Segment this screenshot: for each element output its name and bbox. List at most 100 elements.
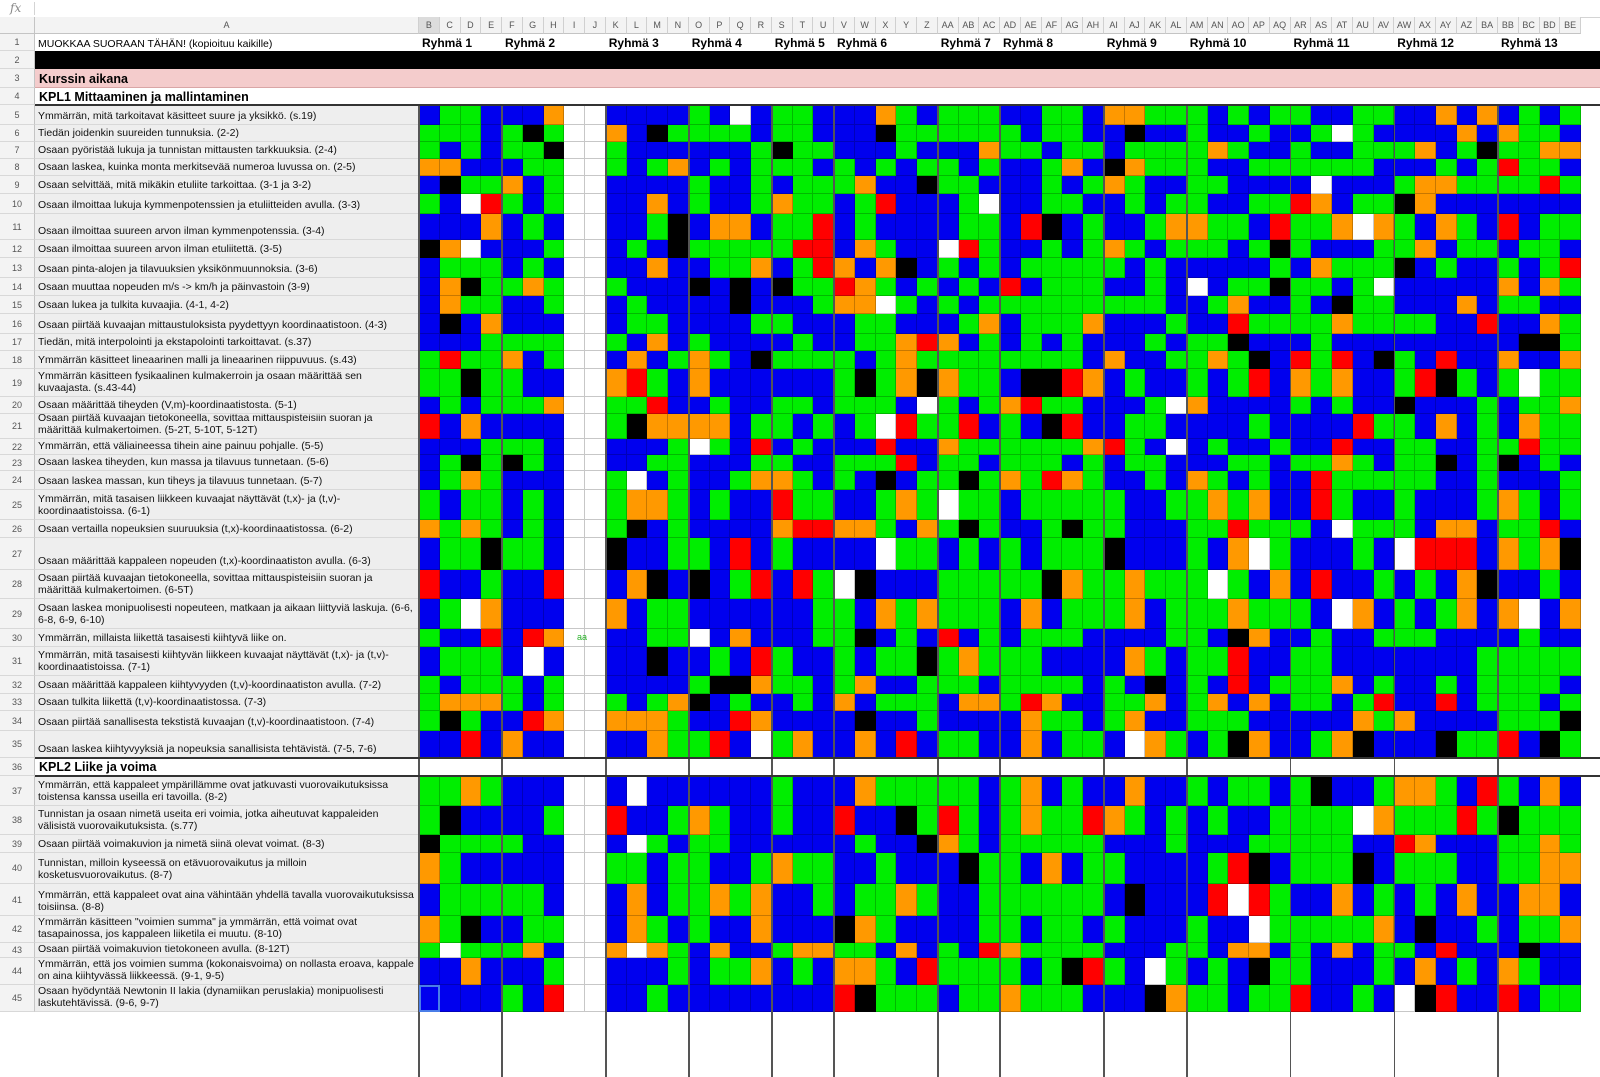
rating-cell[interactable] [1477,369,1498,397]
rating-cell[interactable] [751,958,772,985]
rating-cell[interactable] [792,278,814,296]
rating-cell[interactable] [751,570,772,599]
rating-cell[interactable] [688,694,710,711]
rating-cell[interactable] [647,676,668,694]
rating-cell[interactable] [1041,142,1063,159]
rating-cell[interactable] [1560,538,1581,570]
rating-cell[interactable] [1020,439,1042,455]
rating-cell[interactable] [751,240,772,258]
rating-cell[interactable] [1166,490,1187,520]
rating-cell[interactable] [439,676,461,694]
rating-cell[interactable] [709,397,731,414]
row-header-33[interactable]: 33 [0,694,35,711]
rating-cell[interactable] [668,471,689,490]
rating-cell[interactable] [1103,455,1125,471]
rating-cell[interactable] [1498,538,1519,570]
rating-cell[interactable] [605,943,627,958]
criterion-cell[interactable]: Osaan piirtää kuvaajan tietokoneella, so… [35,414,419,439]
rating-cell[interactable] [958,159,980,176]
rating-cell[interactable] [1249,314,1270,334]
rating-cell[interactable] [1415,711,1436,731]
rating-cell[interactable] [1394,570,1415,599]
rating-cell[interactable] [1186,943,1208,958]
rating-cell[interactable] [502,176,523,194]
rating-cell[interactable] [1456,711,1478,731]
rating-cell[interactable] [937,806,959,835]
rating-cell[interactable] [647,414,668,439]
rating-cell[interactable] [1228,194,1249,214]
rating-cell[interactable] [937,334,959,351]
rating-cell[interactable] [813,142,834,159]
rating-cell[interactable] [1083,397,1104,414]
rating-cell[interactable] [439,351,461,369]
rating-cell[interactable] [771,776,793,806]
rating-cell[interactable] [1041,258,1063,278]
rating-cell[interactable] [522,711,544,731]
rating-cell[interactable] [481,125,502,142]
rating-cell[interactable] [792,314,814,334]
rating-cell[interactable] [1518,835,1540,853]
rating-cell[interactable] [834,884,855,916]
rating-cell[interactable] [1415,471,1436,490]
rating-cell[interactable] [647,916,668,943]
rating-cell[interactable] [958,397,980,414]
rating-cell[interactable] [1249,439,1270,455]
rating-cell[interactable] [647,520,668,538]
rating-cell[interactable] [1290,985,1312,1012]
rating-cell[interactable] [688,853,710,884]
rating-cell[interactable] [730,176,751,194]
rating-cell[interactable] [647,125,668,142]
rating-cell[interactable] [1062,439,1083,455]
rating-cell[interactable] [543,570,565,599]
rating-cell[interactable] [937,835,959,853]
rating-cell[interactable] [854,538,876,570]
rating-cell[interactable] [813,296,834,314]
rating-cell[interactable] [419,351,440,369]
rating-cell[interactable] [751,647,772,676]
rating-cell[interactable] [1498,369,1519,397]
rating-cell[interactable] [917,958,938,985]
rating-cell[interactable] [585,258,606,278]
rating-cell[interactable] [1332,369,1353,397]
rating-cell[interactable] [1290,806,1312,835]
rating-cell[interactable] [1207,142,1229,159]
rating-cell[interactable] [834,853,855,884]
rating-cell[interactable] [543,985,565,1012]
column-header-au[interactable]: AU [1352,17,1374,34]
rating-cell[interactable] [917,159,938,176]
rating-cell[interactable] [1498,240,1519,258]
rating-cell[interactable] [854,884,876,916]
rating-cell[interactable] [626,142,648,159]
rating-cell[interactable] [1249,194,1270,214]
rating-cell[interactable] [1456,439,1478,455]
rating-cell[interactable] [1186,455,1208,471]
rating-cell[interactable] [460,194,482,214]
rating-cell[interactable] [564,943,585,958]
rating-cell[interactable] [730,455,751,471]
rating-cell[interactable] [626,314,648,334]
rating-cell[interactable] [1228,570,1249,599]
rating-cell[interactable] [1394,985,1415,1012]
rating-cell[interactable] [1145,629,1166,647]
rating-cell[interactable] [1290,471,1312,490]
rating-cell[interactable] [751,806,772,835]
rating-cell[interactable] [1290,194,1312,214]
rating-cell[interactable] [688,884,710,916]
rating-cell[interactable] [688,570,710,599]
column-header-ao[interactable]: AO [1228,17,1249,34]
rating-cell[interactable] [1332,943,1353,958]
rating-cell[interactable] [979,629,1000,647]
rating-cell[interactable] [1498,455,1519,471]
rating-cell[interactable] [543,490,565,520]
rating-cell[interactable] [1145,835,1166,853]
rating-cell[interactable] [1435,676,1457,694]
row-header-23[interactable]: 23 [0,455,35,471]
rating-cell[interactable] [1166,397,1187,414]
rating-cell[interactable] [522,806,544,835]
rating-cell[interactable] [1311,414,1332,439]
rating-cell[interactable] [1000,296,1021,314]
rating-cell[interactable] [813,884,834,916]
rating-cell[interactable] [1415,570,1436,599]
rating-cell[interactable] [481,240,502,258]
rating-cell[interactable] [502,258,523,278]
